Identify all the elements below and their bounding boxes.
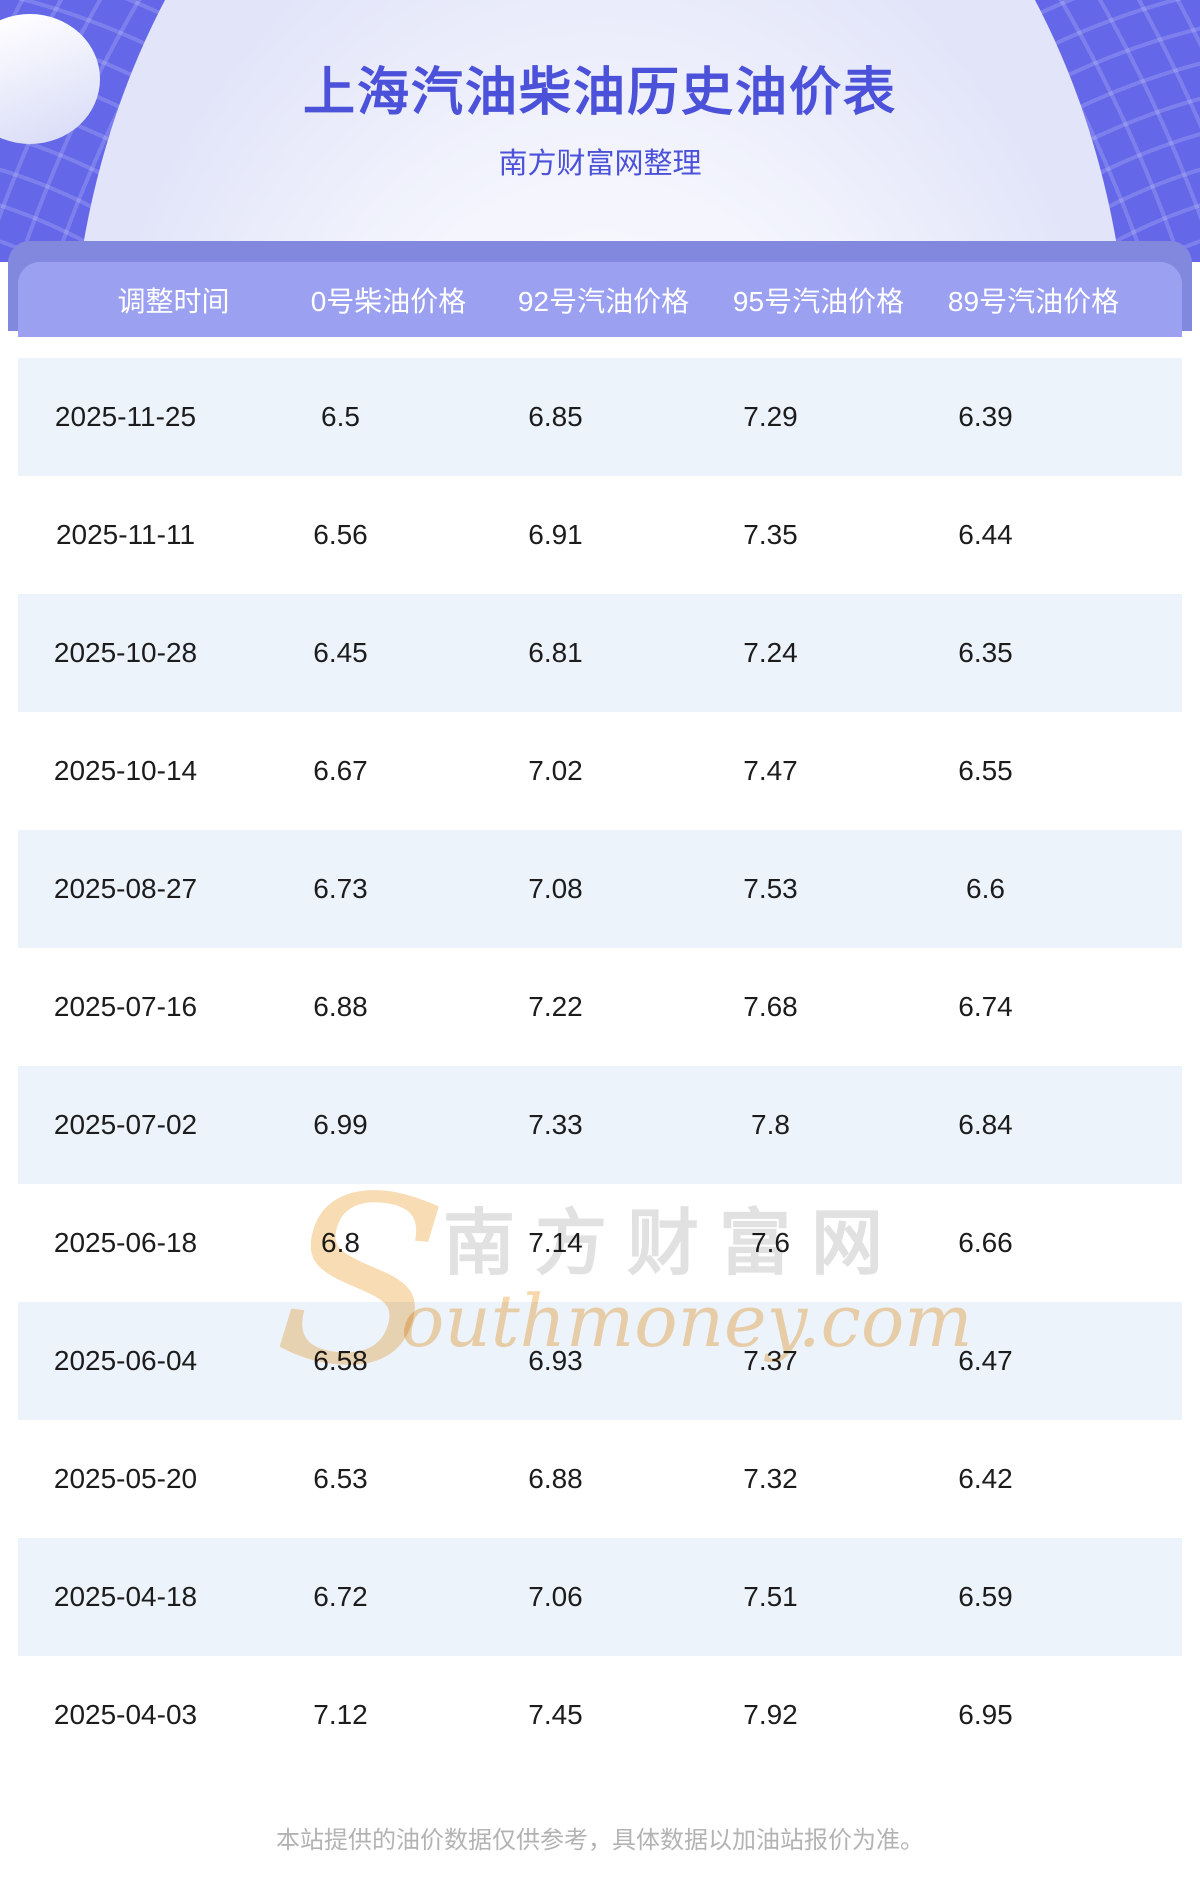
page-title: 上海汽油柴油历史油价表 <box>302 64 897 122</box>
table-cell: 2025-07-16 <box>53 991 198 1022</box>
table-cell: 7.33 <box>528 1109 583 1140</box>
table-cell: 6.84 <box>958 1109 1013 1140</box>
table-cell: 2025-08-27 <box>53 873 198 904</box>
table-cell: 7.51 <box>743 1581 798 1612</box>
table-cell: 2025-05-20 <box>53 1463 198 1494</box>
table-cell: 7.68 <box>743 991 798 1022</box>
table-cell: 6.85 <box>528 401 583 432</box>
table-cell: 6.81 <box>528 637 583 668</box>
table-row: 2025-08-27 6.73 7.08 7.53 6.6 <box>18 830 1182 948</box>
table-cell: 7.14 <box>528 1227 583 1258</box>
table-cell: 7.29 <box>743 401 798 432</box>
table-row: 2025-11-11 6.56 6.91 7.35 6.44 <box>18 476 1182 594</box>
table-cell: 6.93 <box>528 1345 583 1376</box>
column-header: 0号柴油价格 <box>310 285 467 317</box>
table-row: 2025-10-28 6.45 6.81 7.24 6.35 <box>18 594 1182 712</box>
table-cell: 6.67 <box>313 755 368 786</box>
table-cell: 6.6 <box>966 873 1005 904</box>
table-row: 2025-04-03 7.12 7.45 7.92 6.95 <box>18 1656 1182 1774</box>
table-cell: 6.55 <box>958 755 1013 786</box>
table-cell: 2025-11-25 <box>54 401 197 432</box>
table-cell: 6.5 <box>321 401 360 432</box>
table-row: 2025-07-02 6.99 7.33 7.8 6.84 <box>18 1066 1182 1184</box>
table-cell: 6.8 <box>321 1227 360 1258</box>
column-header: 92号汽油价格 <box>517 285 690 317</box>
table-cell: 7.02 <box>528 755 583 786</box>
table-cell: 7.45 <box>528 1699 583 1730</box>
table-cell: 6.88 <box>528 1463 583 1494</box>
table-cell: 6.74 <box>958 991 1013 1022</box>
table-cell: 6.53 <box>313 1463 368 1494</box>
price-table-card: 调整时间 0号柴油价格 92号汽油价格 95号汽油价格 89号汽油价格 2025-11-… <box>18 262 1182 1880</box>
table-cell: 6.44 <box>958 519 1013 550</box>
table-cell: 6.72 <box>313 1581 368 1612</box>
table-cell: 7.37 <box>743 1345 798 1376</box>
column-header: 95号汽油价格 <box>732 285 905 317</box>
table-cell: 7.06 <box>528 1581 583 1612</box>
table-header-row: 调整时间 0号柴油价格 92号汽油价格 95号汽油价格 89号汽油价格 <box>18 262 1182 337</box>
table-cell: 7.12 <box>313 1699 368 1730</box>
table-cell: 6.45 <box>313 637 368 668</box>
table-cell: 2025-04-18 <box>53 1581 198 1612</box>
table-row: 2025-10-14 6.67 7.02 7.47 6.55 <box>18 712 1182 830</box>
table-cell: 7.24 <box>743 637 798 668</box>
table-row: 2025-06-18 6.8 7.14 7.6 6.66 <box>18 1184 1182 1302</box>
table-cell: 6.39 <box>958 401 1013 432</box>
table-cell: 2025-07-02 <box>53 1109 198 1140</box>
table-cell: 6.91 <box>528 519 583 550</box>
table-cell: 2025-11-11 <box>55 519 196 550</box>
hero-banner: 上海汽油柴油历史油价表 南方财富网整理 <box>0 0 1200 262</box>
table-row: 2025-05-20 6.53 6.88 7.32 6.42 <box>18 1420 1182 1538</box>
table-row: 2025-11-25 6.5 6.85 7.29 6.39 <box>18 358 1182 476</box>
table-cell: 6.56 <box>313 519 368 550</box>
table-cell: 6.35 <box>958 637 1013 668</box>
column-header: 调整时间 <box>117 285 230 317</box>
table-row: 2025-07-16 6.88 7.22 7.68 6.74 <box>18 948 1182 1066</box>
table-cell: 7.08 <box>528 873 583 904</box>
table-cell: 2025-10-14 <box>53 755 198 786</box>
table-cell: 7.22 <box>528 991 583 1022</box>
table-row: 2025-06-04 6.58 6.93 7.37 6.47 <box>18 1302 1182 1420</box>
table-cell: 6.73 <box>313 873 368 904</box>
table-body: 2025-11-25 6.5 6.85 7.29 6.39 2025-11-11 6.56 6… <box>18 358 1182 1774</box>
table-cell: 7.32 <box>743 1463 798 1494</box>
table-cell: 6.47 <box>958 1345 1013 1376</box>
table-cell: 6.59 <box>958 1581 1013 1612</box>
table-cell: 2025-10-28 <box>53 637 198 668</box>
table-cell: 6.99 <box>313 1109 368 1140</box>
table-row: 2025-04-18 6.72 7.06 7.51 6.59 <box>18 1538 1182 1656</box>
table-cell: 6.42 <box>958 1463 1013 1494</box>
page-subtitle: 南方财富网整理 <box>498 148 702 180</box>
table-cell: 7.6 <box>751 1227 790 1258</box>
table-cell: 6.58 <box>313 1345 368 1376</box>
table-cell: 6.88 <box>313 991 368 1022</box>
table-cell: 6.95 <box>958 1699 1013 1730</box>
table-cell: 7.92 <box>743 1699 798 1730</box>
table-cell: 2025-04-03 <box>53 1699 198 1730</box>
table-cell: 2025-06-04 <box>53 1345 198 1376</box>
disclaimer-text: 本站提供的油价数据仅供参考，具体数据以加油站报价为准。 <box>276 1827 924 1854</box>
table-cell: 7.47 <box>743 755 798 786</box>
hero-light-blob <box>70 0 1130 262</box>
table-cell: 7.53 <box>743 873 798 904</box>
column-header: 89号汽油价格 <box>947 285 1120 317</box>
table-cell: 7.8 <box>751 1109 790 1140</box>
table-cell: 6.66 <box>958 1227 1013 1258</box>
table-cell: 2025-06-18 <box>53 1227 198 1258</box>
table-cell: 7.35 <box>743 519 798 550</box>
